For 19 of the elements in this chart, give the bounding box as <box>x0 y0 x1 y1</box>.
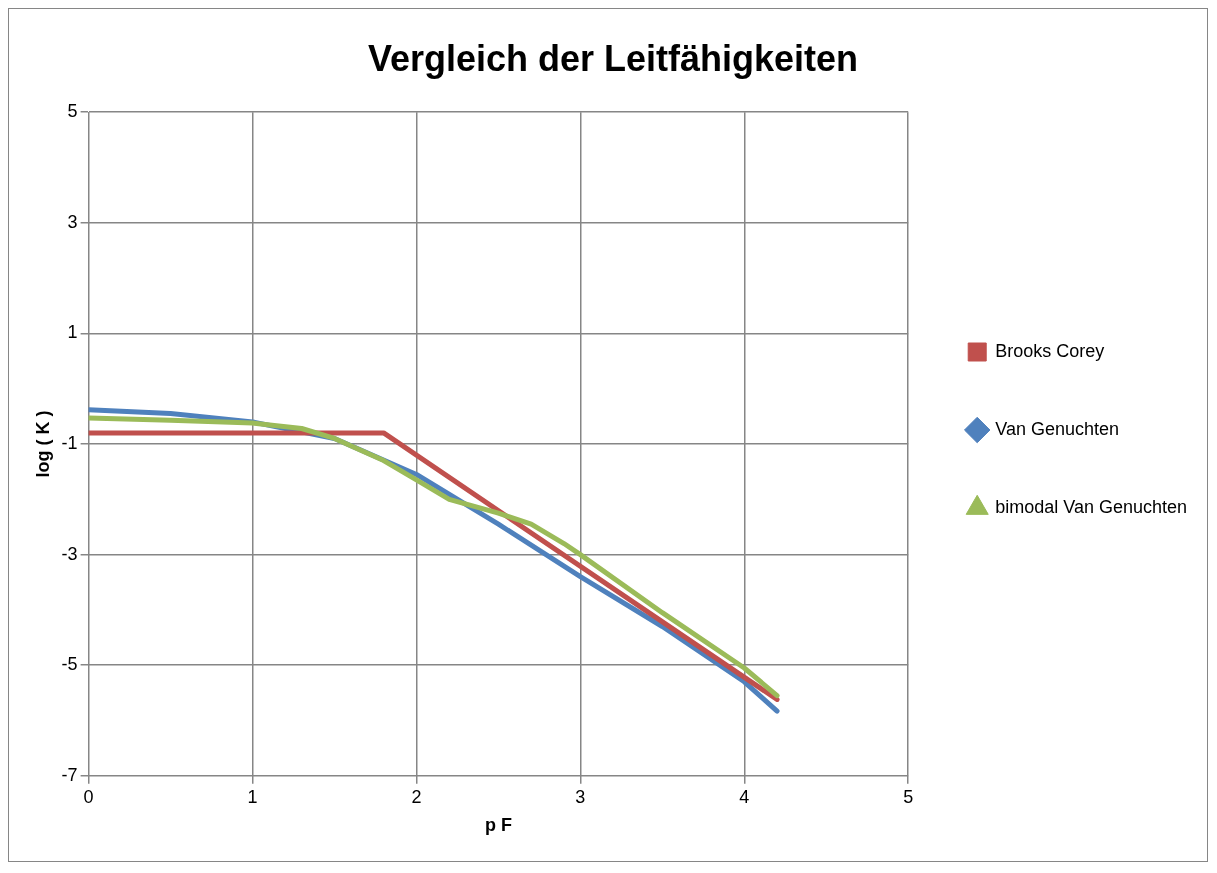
y-tick-label: -7 <box>61 764 78 785</box>
x-tick-label: 0 <box>83 786 94 807</box>
chart-title: Vergleich der Leitfähigkeiten <box>367 37 859 79</box>
legend-label: Brooks Corey <box>995 340 1105 361</box>
x-tick-label: 5 <box>903 786 914 807</box>
legend-label: Van Genuchten <box>995 418 1119 439</box>
x-axis-title: p F <box>484 815 512 836</box>
legend-label: bimodal Van Genuchten <box>995 496 1187 517</box>
y-axis-title: log ( K ) <box>32 410 53 478</box>
y-tick-label: -5 <box>61 654 78 675</box>
y-tick-label: 5 <box>67 101 78 122</box>
x-tick-label: 4 <box>739 786 750 807</box>
x-tick-label: 3 <box>575 786 586 807</box>
y-tick-label: -1 <box>61 432 78 453</box>
y-tick-label: 1 <box>67 322 78 343</box>
x-tick-label: 2 <box>411 786 422 807</box>
y-tick-label: 3 <box>67 211 78 232</box>
y-tick-label: -3 <box>61 543 78 564</box>
x-tick-label: 1 <box>247 786 258 807</box>
